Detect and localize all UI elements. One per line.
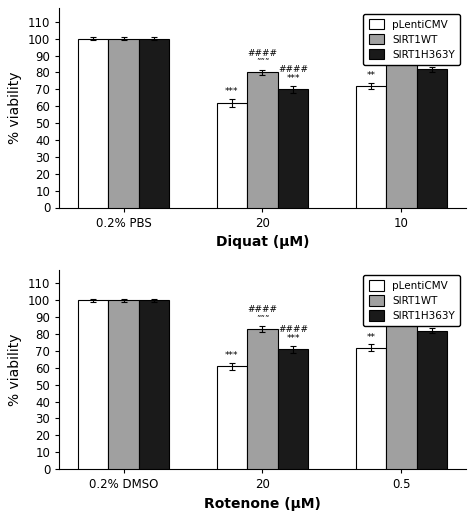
Text: ####
***: #### *** <box>278 325 308 344</box>
Bar <box>139 39 169 208</box>
Text: ####
***: #### *** <box>278 65 308 84</box>
Bar <box>78 39 109 208</box>
Bar <box>278 349 308 469</box>
X-axis label: Rotenone (μM): Rotenone (μM) <box>204 497 321 511</box>
Bar <box>78 301 109 469</box>
Text: ####
˜˜˜
####: #### ˜˜˜ #### <box>386 280 416 309</box>
Bar <box>139 301 169 469</box>
Bar <box>217 366 247 469</box>
Text: ***: *** <box>225 87 239 96</box>
Bar <box>386 52 417 208</box>
Bar <box>356 348 386 469</box>
Y-axis label: % viability: % viability <box>9 72 22 144</box>
Text: ####
˜˜˜: #### ˜˜˜ <box>247 305 277 324</box>
Text: ***: *** <box>425 55 438 64</box>
Bar <box>278 89 308 208</box>
Bar <box>217 103 247 208</box>
Bar <box>109 39 139 208</box>
Text: **: ** <box>366 71 375 80</box>
Text: **: ** <box>366 333 375 342</box>
Legend: pLentiCMV, SIRT1WT, SIRT1H363Y: pLentiCMV, SIRT1WT, SIRT1H363Y <box>364 275 460 326</box>
Text: ***: *** <box>425 317 438 325</box>
Bar <box>109 301 139 469</box>
Y-axis label: % viability: % viability <box>9 333 22 406</box>
Bar <box>386 314 417 469</box>
X-axis label: Diquat (μM): Diquat (μM) <box>216 235 309 249</box>
Text: ####
˜˜˜
####: #### ˜˜˜ #### <box>386 19 416 47</box>
Bar <box>417 69 447 208</box>
Bar <box>247 329 278 469</box>
Bar <box>417 331 447 469</box>
Bar <box>356 86 386 208</box>
Legend: pLentiCMV, SIRT1WT, SIRT1H363Y: pLentiCMV, SIRT1WT, SIRT1H363Y <box>364 13 460 65</box>
Bar <box>247 73 278 208</box>
Text: ***: *** <box>225 351 239 360</box>
Text: ####
˜˜˜: #### ˜˜˜ <box>247 49 277 67</box>
